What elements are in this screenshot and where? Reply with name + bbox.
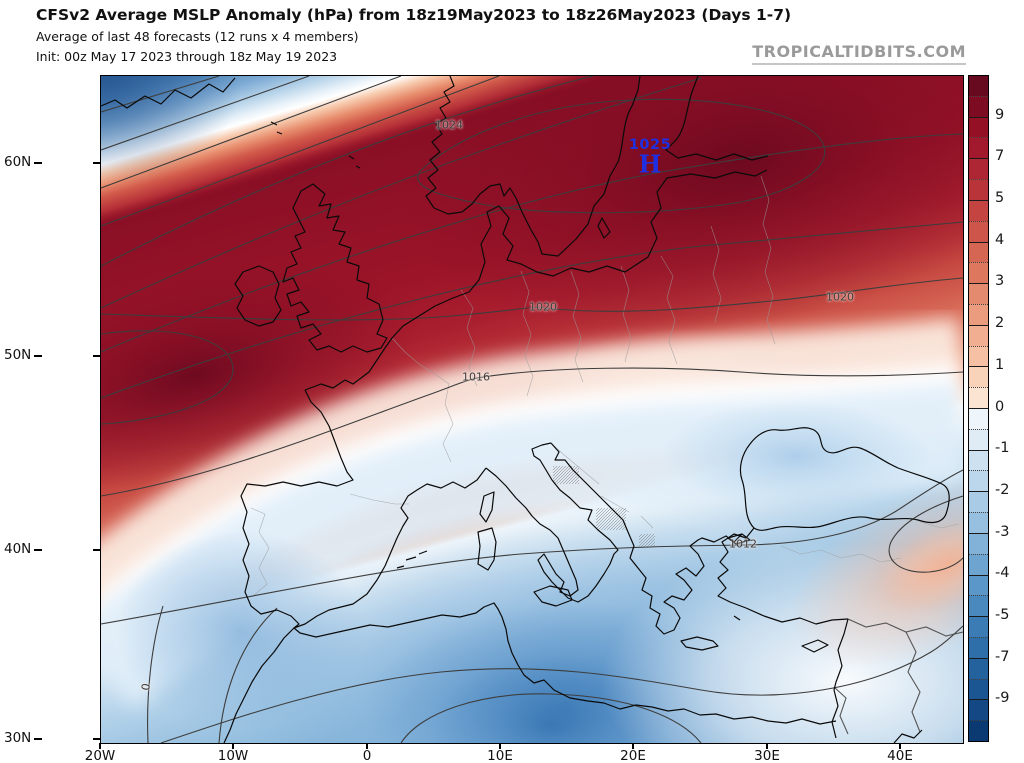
colorbar-segment (969, 678, 988, 700)
colorbar-segment (969, 720, 988, 741)
lon-tick (366, 743, 368, 749)
admin-borders (250, 175, 960, 597)
colorbar-segment (969, 387, 988, 408)
colorbar-segment (969, 449, 988, 471)
lon-tick (232, 743, 234, 749)
colorbar-tick-label: 1 (995, 356, 1005, 373)
lon-tick-label: 30E (754, 748, 780, 763)
lon-tick-label: 20E (620, 748, 646, 763)
colorbar-segment (969, 470, 988, 492)
colorbar-segment (969, 76, 988, 96)
lat-tick-dash (34, 355, 42, 357)
lon-tick (99, 743, 101, 749)
colorbar-tick-label: 3 (995, 273, 1005, 290)
lat-tick-label: 30N (4, 730, 32, 746)
colorbar-segment (969, 512, 988, 533)
contour-label: 1012 (729, 537, 757, 551)
colorbar-segment (969, 199, 988, 221)
lon-tick (899, 743, 901, 749)
colorbar-tick-label: -4 (995, 565, 1010, 582)
page-title: CFSv2 Average MSLP Anomaly (hPa) from 18… (36, 6, 792, 24)
high-pressure-value: 1025 (628, 137, 672, 153)
lat-tick (93, 162, 101, 164)
colorbar-tick-label: 7 (995, 148, 1005, 165)
high-pressure-symbol: H (638, 149, 662, 179)
colorbar-tick-label: 4 (995, 231, 1005, 248)
lat-tick (93, 738, 101, 740)
colorbar-segment (969, 220, 988, 242)
watermark: TROPICALTIDBITS.COM (752, 42, 966, 65)
colorbar-tick-label: 2 (995, 315, 1005, 332)
colorbar-tick-label: 0 (995, 398, 1005, 415)
colorbar-segment (969, 283, 988, 304)
colorbar-segment (969, 595, 988, 617)
colorbar-segment (969, 574, 988, 596)
colorbar-tick-label: -3 (995, 523, 1010, 540)
lat-tick-dash (34, 738, 42, 740)
country-borders-se (833, 618, 963, 735)
colorbar-segment (969, 179, 988, 200)
map-canvas (101, 76, 963, 743)
colorbar-tick-label: 9 (995, 106, 1005, 123)
colorbar-segment (969, 137, 988, 159)
lon-tick-label: 0 (362, 748, 372, 763)
colorbar-segment (969, 324, 988, 346)
colorbar-segment (969, 241, 988, 263)
colorbar-segment (969, 303, 988, 325)
colorbar-segment (969, 616, 988, 637)
init-line: Init: 00z May 17 2023 through 18z May 19… (36, 49, 338, 64)
hatched-regions (553, 466, 655, 547)
lon-tick (632, 743, 634, 749)
colorbar-tick-label: -1 (995, 440, 1010, 457)
lon-tick (499, 743, 501, 749)
lon-tick (766, 743, 768, 749)
anomaly-field (101, 76, 963, 743)
colorbar-segment (969, 262, 988, 284)
colorbar-segment (969, 553, 988, 575)
lat-tick-dash (34, 162, 42, 164)
colorbar-segment (969, 366, 988, 388)
colorbar-tick-label: -2 (995, 481, 1010, 498)
colorbar-segment (969, 428, 988, 450)
lat-tick-label: 60N (4, 154, 32, 170)
colorbar-segment (969, 657, 988, 679)
lon-tick-label: 10E (487, 748, 513, 763)
colorbar-segment (969, 699, 988, 721)
subtitle: Average of last 48 forecasts (12 runs x … (36, 29, 359, 44)
colorbar-segment (969, 491, 988, 513)
colorbar-tick-label: 5 (995, 190, 1005, 207)
lat-tick-label: 50N (4, 347, 32, 363)
lat-tick (93, 549, 101, 551)
colorbar-segment (969, 158, 988, 180)
lon-tick-label: 20W (84, 748, 116, 763)
colorbar (968, 75, 989, 742)
coastlines (101, 76, 950, 743)
colorbar-tick-label: -5 (995, 606, 1010, 623)
contour-label: 1020 (529, 300, 557, 314)
colorbar-segment (969, 95, 988, 117)
contour-lines (101, 76, 963, 743)
lat-tick (93, 355, 101, 357)
lon-tick-label: 40E (887, 748, 913, 763)
colorbar-segment (969, 532, 988, 554)
lon-tick-label: 10W (217, 748, 249, 763)
colorbar-segment (969, 636, 988, 658)
colorbar-segment (969, 116, 988, 138)
contour-label: 1024 (435, 118, 463, 132)
colorbar-segment (969, 345, 988, 367)
colorbar-tick-label: -9 (995, 690, 1010, 707)
map-frame (100, 75, 964, 744)
colorbar-tick-label: -7 (995, 648, 1010, 665)
colorbar-segment (969, 408, 988, 429)
contour-label: 1016 (462, 370, 490, 384)
lat-tick-dash (34, 549, 42, 551)
contour-label: 1020 (826, 290, 854, 304)
lat-tick-label: 40N (4, 541, 32, 557)
